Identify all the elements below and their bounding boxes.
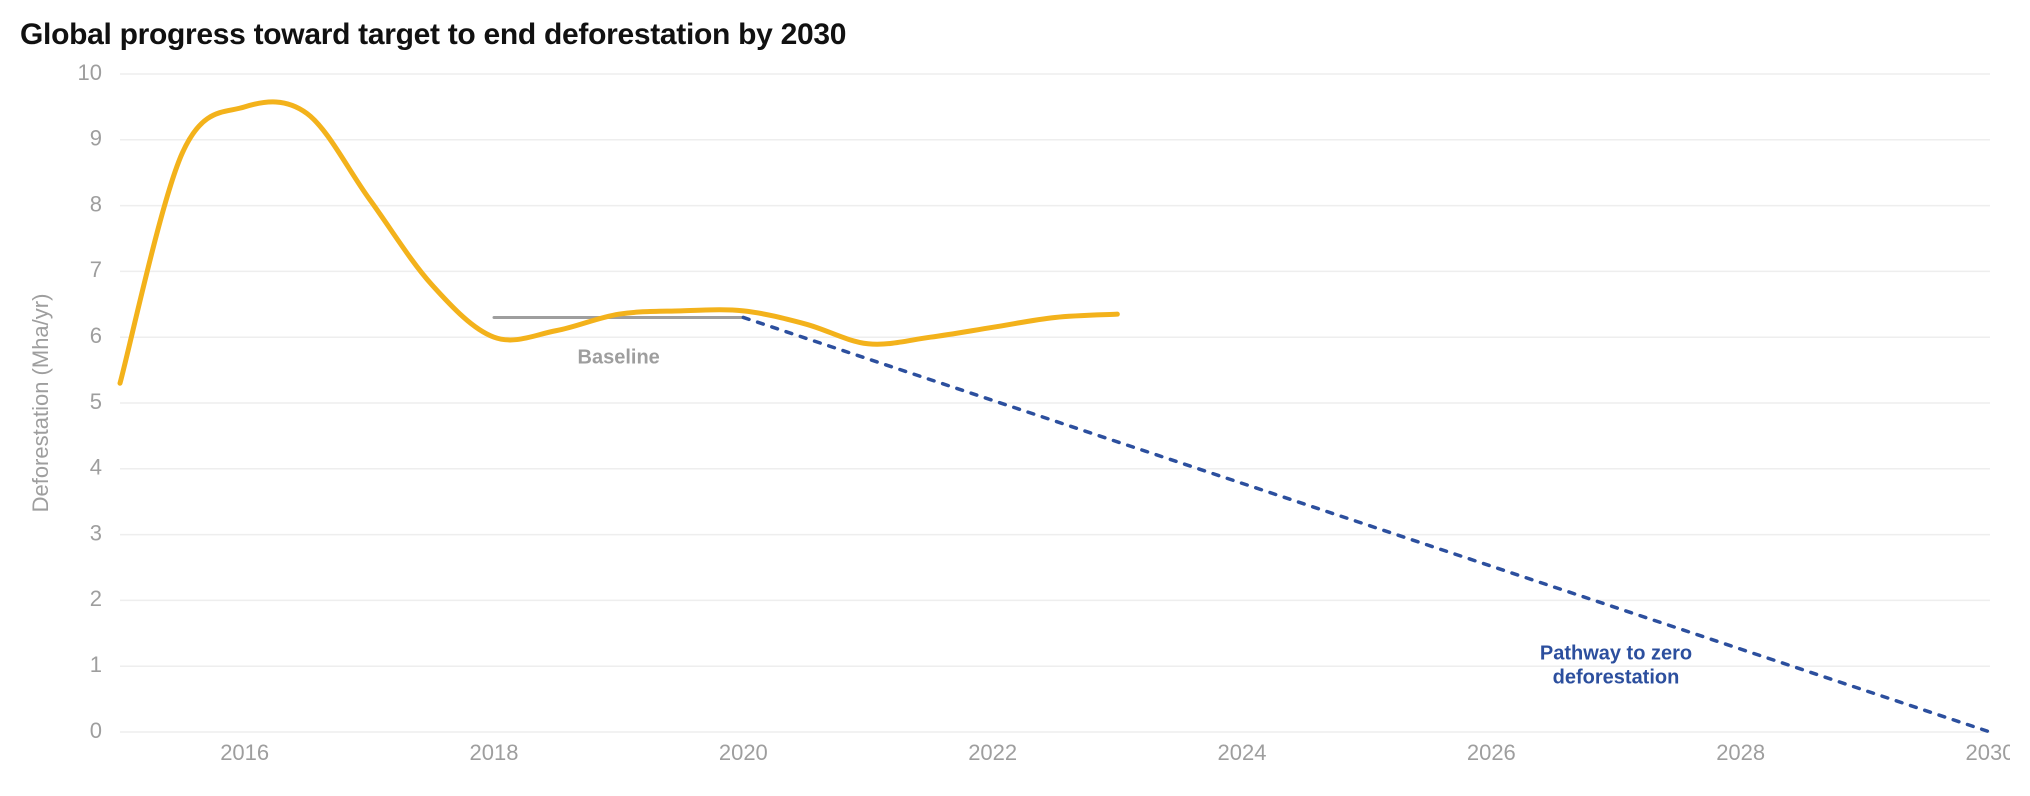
y-tick-label: 1 (90, 652, 102, 677)
y-tick-label: 8 (90, 191, 102, 216)
y-tick-label: 5 (90, 389, 102, 414)
x-tick-label: 2022 (968, 740, 1017, 765)
x-tick-label: 2028 (1716, 740, 1765, 765)
x-tick-label: 2024 (1218, 740, 1267, 765)
x-tick-label: 2018 (470, 740, 519, 765)
y-tick-label: 10 (78, 62, 102, 85)
y-tick-label: 6 (90, 323, 102, 348)
y-tick-label: 3 (90, 520, 102, 545)
baseline-label: Baseline (578, 347, 660, 369)
x-tick-label: 2026 (1467, 740, 1516, 765)
y-tick-label: 9 (90, 126, 102, 151)
pathway-line (743, 317, 1990, 732)
chart-plot: 0 1 2 3 4 5 6 7 8 9 10 2016 2018 2020 2022 2024 2026 2028… (20, 62, 2010, 778)
x-tick-label: 2016 (220, 740, 269, 765)
y-tick-label: 2 (90, 586, 102, 611)
y-tick-label: 4 (90, 455, 102, 480)
y-axis-title: Deforestation (Mha/yr) (28, 294, 53, 513)
chart-title: Global progress toward target to end def… (20, 18, 2010, 52)
y-tick-label: 0 (90, 718, 102, 743)
x-tick-label: 2020 (719, 740, 768, 765)
x-tick-label: 2030 (1966, 740, 2010, 765)
actual-line (120, 102, 1117, 383)
y-tick-label: 7 (90, 257, 102, 282)
